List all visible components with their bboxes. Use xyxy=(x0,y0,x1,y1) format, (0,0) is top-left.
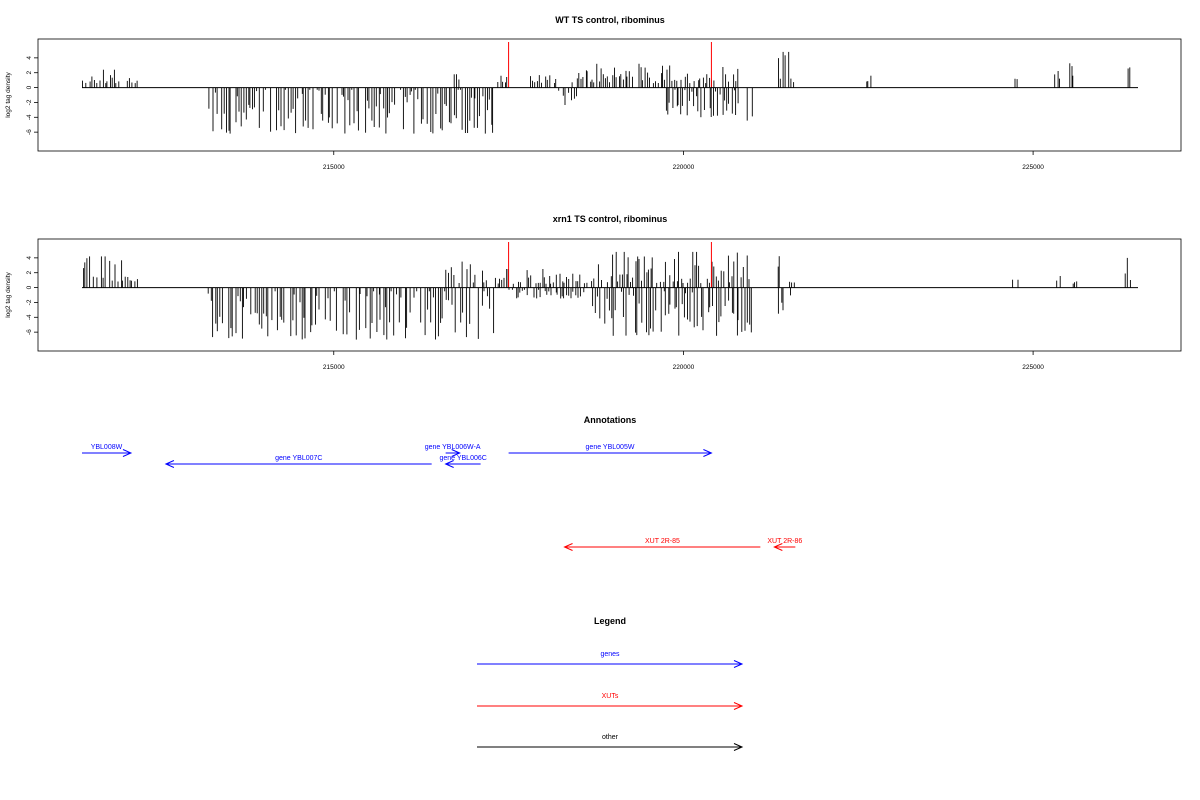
feature-arrow-xut-2r-86 xyxy=(773,543,796,551)
feature-arrow-xut-2r-85 xyxy=(563,543,761,551)
feature-label-xut-2r-85: XUT 2R-85 xyxy=(645,538,680,545)
annotations-panel: Annotations YBL008W gene YBL007C gene YBL0… xyxy=(82,415,802,551)
feature-arrow-gene-ybl006c xyxy=(444,460,481,468)
wt-x-tick-label: 220000 xyxy=(673,164,695,171)
feature-arrow-gene-ybl006w-a-head xyxy=(451,449,461,457)
wt-panel-title: WT TS control, ribominus xyxy=(555,15,665,25)
xrn1-panel-title: xrn1 TS control, ribominus xyxy=(553,214,668,224)
feature-label-gene-ybl007c: gene YBL007C xyxy=(275,455,322,462)
feature-arrow-gene-ybl007c xyxy=(164,460,432,468)
wt-x-tick-label: 225000 xyxy=(1022,164,1044,171)
wt-y-axis-label: log2 tag density xyxy=(5,71,12,117)
feature-label-gene-ybl006c: gene YBL006C xyxy=(439,455,486,462)
annotations-title: Annotations xyxy=(584,415,637,425)
annotation-features: YBL008W gene YBL007C gene YBL006W-A gene YB… xyxy=(82,444,802,551)
xrn1-x-tick-label: 215000 xyxy=(323,364,345,371)
xrn1-y-tick-label: -4 xyxy=(26,314,33,320)
wt-y-tick-label: -2 xyxy=(26,99,33,105)
wt-plot-frame xyxy=(37,38,1182,152)
xrn1-plot-frame xyxy=(37,238,1182,352)
wt-panel: WT TS control, ribominus log2 tag densit… xyxy=(5,15,1182,171)
xrn1-axes: 4 2 0 -2 -4 -6 215000 220000 225000 xyxy=(26,256,1044,371)
legend-arrow-other-head xyxy=(733,743,744,751)
feature-label-xut-2r-86: XUT 2R-86 xyxy=(767,538,802,545)
xrn1-y-axis-label: log2 tag density xyxy=(5,271,12,317)
feature-arrow-xut-2r-86-head xyxy=(773,543,783,551)
legend-items: genes XUTs other xyxy=(477,651,744,751)
legend-arrow-xut-head xyxy=(733,702,744,710)
wt-x-tick-label: 215000 xyxy=(323,164,345,171)
xrn1-y-tick-label: 0 xyxy=(26,285,33,289)
feature-label-gene-ybl005w: gene YBL005W xyxy=(586,444,635,451)
feature-label-gene-ybl006w-a: gene YBL006W-A xyxy=(425,444,481,451)
xrn1-plot-marks xyxy=(82,242,1138,340)
feature-arrow-gene-ybl006c-head xyxy=(444,460,454,468)
feature-arrow-gene-ybl007c-head xyxy=(164,460,175,468)
feature-arrow-xut-2r-85-head xyxy=(563,543,573,551)
feature-arrow-ybl008w-head xyxy=(122,449,133,457)
legend-label-other: other xyxy=(602,734,619,741)
xrn1-y-tick-label: -6 xyxy=(26,329,33,335)
wt-y-tick-label: 0 xyxy=(26,85,33,89)
legend-arrow-other xyxy=(477,743,744,751)
feature-label-ybl008w: YBL008W xyxy=(91,444,123,451)
wt-y-tick-label: -6 xyxy=(26,129,33,135)
legend-arrow-xut xyxy=(477,702,744,710)
xrn1-x-tick-label: 225000 xyxy=(1022,364,1044,371)
xrn1-y-tick-label: -2 xyxy=(26,299,33,305)
legend-arrow-gene-head xyxy=(733,660,744,668)
wt-y-tick-label: 4 xyxy=(26,56,33,60)
xrn1-x-tick-label: 220000 xyxy=(673,364,695,371)
feature-arrow-gene-ybl006w-a xyxy=(445,449,461,457)
feature-arrow-gene-ybl005w-head xyxy=(703,449,713,457)
feature-arrow-gene-ybl005w xyxy=(508,449,713,457)
legend-arrow-gene xyxy=(477,660,744,668)
wt-plot-marks xyxy=(82,42,1138,134)
feature-arrow-ybl008w xyxy=(82,449,133,457)
xrn1-y-tick-label: 4 xyxy=(26,256,33,260)
xrn1-y-tick-label: 2 xyxy=(26,271,33,275)
legend-title: Legend xyxy=(594,616,626,626)
wt-y-tick-label: 2 xyxy=(26,71,33,75)
legend-panel: Legend genes XUTs other xyxy=(477,616,744,751)
wt-axes: 4 2 0 -2 -4 -6 215000 220000 225000 xyxy=(26,56,1044,171)
wt-y-tick-label: -4 xyxy=(26,114,33,120)
xrn1-panel: xrn1 TS control, ribominus log2 tag dens… xyxy=(5,214,1182,371)
legend-label-xut: XUTs xyxy=(602,693,619,700)
legend-label-gene: genes xyxy=(600,651,620,658)
